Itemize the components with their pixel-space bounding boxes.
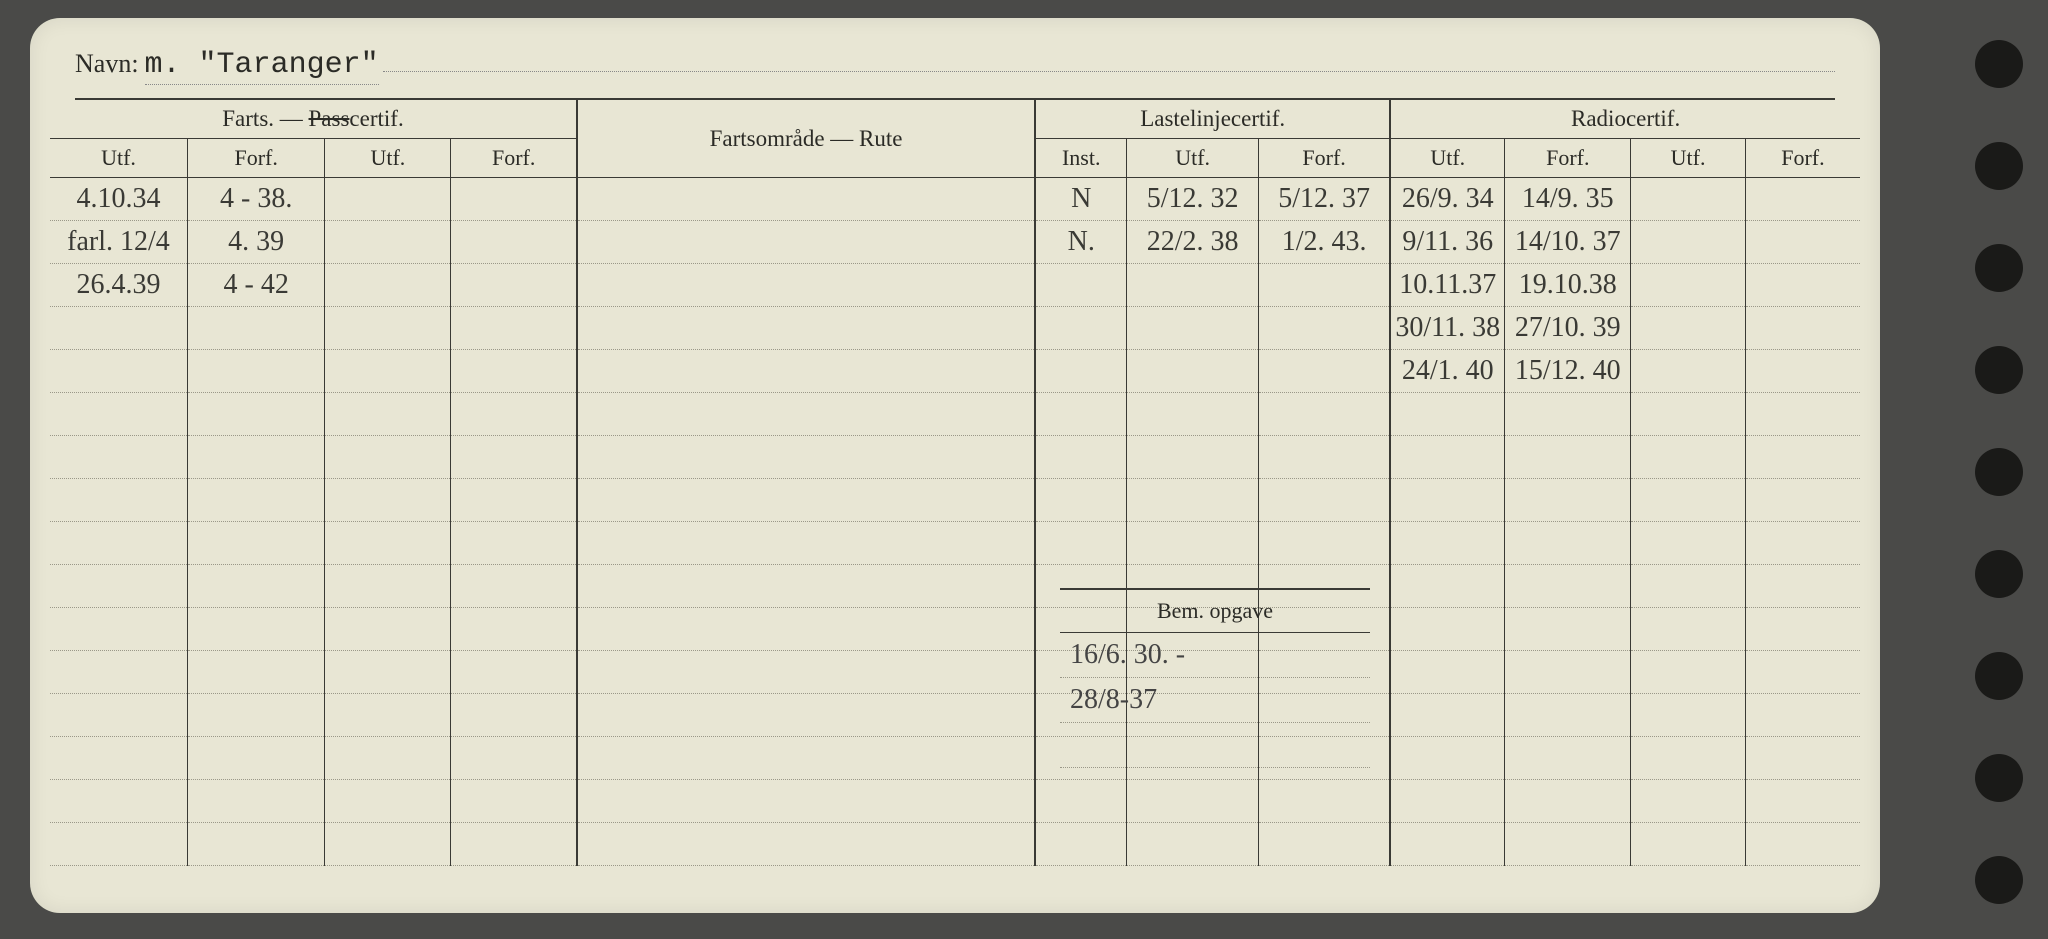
ledger-row: [50, 651, 1860, 694]
index-card: Navn: m. "Taranger" Farts. — Passcertif.…: [30, 18, 1880, 913]
punch-hole-icon: [1975, 550, 2023, 598]
ledger-row: 30/11. 38 27/10. 39: [50, 307, 1860, 350]
bem-row: 28/8-37: [1060, 678, 1370, 723]
ledger-row: 26.4.39 4 - 42 10.11.37 19.10.38: [50, 264, 1860, 307]
ledger-row: 24/1. 40 15/12. 40: [50, 350, 1860, 393]
punch-hole-icon: [1975, 448, 2023, 496]
ledger-row: farl. 12/4 4. 39 N. 22/2. 38 1/2. 43. 9/…: [50, 221, 1860, 264]
header-radio: Radiocertif.: [1390, 100, 1860, 139]
ledger-row: [50, 608, 1860, 651]
sub-forf: Forf.: [1259, 139, 1391, 178]
ledger-row: [50, 694, 1860, 737]
ledger-row: [50, 565, 1860, 608]
header-fartsomrade: Fartsområde — Rute: [577, 100, 1035, 178]
header-lastelinje: Lastelinjecertif.: [1035, 100, 1390, 139]
ledger-row: [50, 479, 1860, 522]
sub-forf: Forf.: [1505, 139, 1631, 178]
punch-hole-icon: [1975, 244, 2023, 292]
ledger-row: [50, 780, 1860, 823]
sub-inst: Inst.: [1035, 139, 1127, 178]
navn-row: Navn: m. "Taranger": [75, 48, 1835, 100]
navn-dotted-line: [383, 70, 1835, 72]
sub-forf: Forf.: [1745, 139, 1860, 178]
navn-label: Navn:: [75, 49, 139, 79]
punch-hole-icon: [1975, 652, 2023, 700]
ledger-row: [50, 823, 1860, 866]
punch-hole-icon: [1975, 40, 2023, 88]
punch-hole-icon: [1975, 142, 2023, 190]
punch-hole-icon: [1975, 754, 2023, 802]
ledger-row: [50, 737, 1860, 780]
ledger-body: 4.10.34 4 - 38. N 5/12. 32 5/12. 37 26/9…: [50, 178, 1860, 866]
sub-utf: Utf.: [1631, 139, 1746, 178]
ledger-row: 4.10.34 4 - 38. N 5/12. 32 5/12. 37 26/9…: [50, 178, 1860, 221]
ledger-row: [50, 522, 1860, 565]
header-farts-group: Farts. — Passcertif.: [50, 100, 577, 139]
sub-utf: Utf.: [1127, 139, 1259, 178]
bem-header: Bem. opgave: [1060, 588, 1370, 633]
navn-value: m. "Taranger": [145, 48, 379, 85]
punch-holes: [1975, 40, 2023, 904]
sub-forf: Forf.: [187, 139, 324, 178]
punch-hole-icon: [1975, 346, 2023, 394]
bem-opgave-block: Bem. opgave 16/6. 30. - 28/8-37: [1060, 588, 1370, 768]
sub-utf: Utf.: [325, 139, 451, 178]
ledger-table: Farts. — Passcertif. Fartsområde — Rute …: [50, 100, 1860, 866]
sub-utf: Utf.: [50, 139, 187, 178]
sub-forf: Forf.: [451, 139, 577, 178]
ledger-row: [50, 436, 1860, 479]
bem-row: 16/6. 30. -: [1060, 633, 1370, 678]
punch-hole-icon: [1975, 856, 2023, 904]
bem-row: [1060, 723, 1370, 768]
ledger-row: [50, 393, 1860, 436]
sub-utf: Utf.: [1390, 139, 1505, 178]
